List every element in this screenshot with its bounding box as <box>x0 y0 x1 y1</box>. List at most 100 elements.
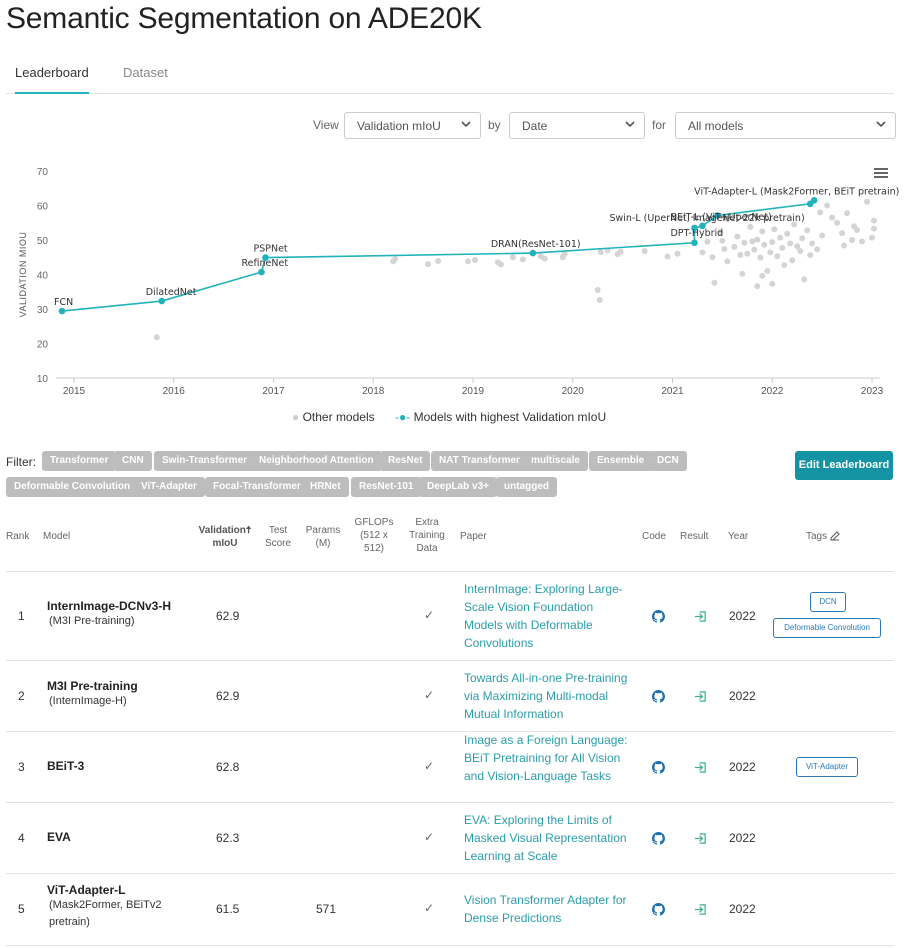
edit-leaderboard-button[interactable]: Edit Leaderboard <box>795 451 893 480</box>
github-icon[interactable] <box>652 689 665 703</box>
github-icon[interactable] <box>652 831 665 845</box>
filter-chip[interactable]: multiscale <box>523 451 588 471</box>
tab-dataset[interactable]: Dataset <box>123 65 168 80</box>
col-gflops-line2: (512 x <box>360 530 388 541</box>
col-year[interactable]: Year <box>728 531 749 542</box>
row-model[interactable]: BEiT-3 <box>47 759 187 773</box>
chevron-down-icon <box>461 121 471 128</box>
view-select[interactable]: Validation mIoU <box>344 112 481 139</box>
by-select-value: Date <box>522 119 548 133</box>
other-model-point <box>561 250 568 257</box>
filter-chip[interactable]: untagged <box>496 477 557 497</box>
edit-icon[interactable] <box>830 531 840 541</box>
filter-chip[interactable]: DeepLab v3+ <box>419 477 497 497</box>
filter-chip[interactable]: DCN <box>649 451 687 471</box>
github-icon[interactable] <box>652 610 665 623</box>
filter-chip[interactable]: NAT Transformer <box>431 451 528 471</box>
best-model-label: DilatedNet <box>146 287 197 298</box>
y-tick-label: 70 <box>37 167 49 178</box>
tag-badge[interactable]: Deformable Convolution <box>773 618 881 638</box>
legend-other-label: Other models <box>302 410 375 424</box>
other-model-point <box>739 270 746 277</box>
other-model-point <box>859 238 866 245</box>
col-gflops[interactable]: GFLOPs (512 x 512) <box>350 516 398 555</box>
other-model-point <box>841 242 848 249</box>
filter-chip[interactable]: HRNet <box>302 477 349 497</box>
x-tick-label: 2021 <box>661 386 684 397</box>
other-model-point <box>769 239 776 246</box>
row-model[interactable]: M3I Pre-training (InternImage-H) <box>47 679 187 710</box>
best-model-point <box>699 222 706 230</box>
col-model[interactable]: Model <box>43 531 71 542</box>
other-model-point <box>747 223 754 230</box>
other-model-point <box>721 245 728 252</box>
result-icon[interactable] <box>694 832 707 845</box>
by-select[interactable]: Date <box>509 112 645 139</box>
other-model-point <box>839 230 846 237</box>
col-tags[interactable]: Tags <box>806 530 840 543</box>
other-model-point <box>869 234 876 241</box>
col-result[interactable]: Result <box>680 531 709 542</box>
result-icon[interactable] <box>694 690 707 703</box>
x-tick-label: 2023 <box>861 386 884 397</box>
github-icon[interactable] <box>652 760 665 774</box>
paper-link[interactable]: Vision Transformer Adapter for Dense Pre… <box>464 893 627 925</box>
result-icon[interactable] <box>694 610 707 623</box>
col-test-line2: Score <box>264 538 292 549</box>
extra-data-check: ✓ <box>424 687 435 702</box>
col-code[interactable]: Code <box>642 531 666 542</box>
other-model-point <box>435 258 442 265</box>
best-model-label: DRAN(ResNet-101) <box>491 239 581 250</box>
filter-chip[interactable]: Swin-Transformer <box>154 451 256 471</box>
result-icon[interactable] <box>694 761 707 774</box>
paper-link[interactable]: Towards All-in-one Pre-training via Maxi… <box>464 670 628 721</box>
github-icon[interactable] <box>652 903 665 916</box>
tab-leaderboard[interactable]: Leaderboard <box>15 65 89 94</box>
other-model-point <box>541 255 548 262</box>
filter-chip[interactable]: ViT-Adapter <box>133 477 205 497</box>
row-rank: 2 <box>18 688 25 703</box>
for-label: for <box>652 118 667 132</box>
chart-menu-icon[interactable] <box>874 168 888 178</box>
for-select[interactable]: All models <box>675 112 896 139</box>
legend-other[interactable]: ● Other models <box>292 410 375 424</box>
paper-link[interactable]: EVA: Exploring the Limits of Masked Visu… <box>464 812 627 863</box>
col-extra-data[interactable]: Extra Training Data <box>404 516 450 555</box>
other-model-point <box>844 210 851 217</box>
best-model-label: ViT-Adapter-L (Mask2Former, BEiT pretrai… <box>694 186 899 197</box>
row-year: 2022 <box>729 609 756 623</box>
filter-chip[interactable]: Transformer <box>42 451 117 471</box>
row-model[interactable]: ViT-Adapter-L (Mask2Former, BEiTv2 pretr… <box>47 883 187 931</box>
other-model-point <box>596 297 603 304</box>
chevron-down-icon <box>625 121 635 128</box>
col-test-score[interactable]: Test Score <box>260 524 296 550</box>
paper-link[interactable]: InternImage: Exploring Large-Scale Visio… <box>464 582 623 650</box>
col-extra-line2: Training <box>409 530 445 541</box>
x-tick-label: 2020 <box>562 386 585 397</box>
filter-chip[interactable]: ResNet-101 <box>351 477 422 497</box>
best-model-label: Swin-L (UperNet, ImageNet-22k pretrain) <box>609 213 804 224</box>
filter-chip[interactable]: Focal-Transformer <box>205 477 309 497</box>
col-val-miou[interactable]: Validation🠅 mIoU <box>195 524 255 550</box>
col-paper[interactable]: Paper <box>460 531 487 542</box>
row-model[interactable]: EVA <box>47 830 187 844</box>
filter-chip[interactable]: ResNet <box>380 451 431 471</box>
other-model-point <box>519 256 526 263</box>
legend-best[interactable]: -●- Models with highest Validation mIoU <box>395 410 606 424</box>
result-icon[interactable] <box>694 903 707 916</box>
model-subtitle: (Mask2Former, BEiTv2 pretrain) <box>49 899 162 928</box>
col-rank[interactable]: Rank <box>6 531 30 542</box>
col-params[interactable]: Params (M) <box>302 524 344 550</box>
col-val-miou-line2: mIoU <box>212 538 238 549</box>
best-model-label: RefineNet <box>242 258 289 269</box>
filter-chip[interactable]: Neighborhood Attention <box>251 451 382 471</box>
row-rank: 1 <box>18 609 25 623</box>
other-model-point <box>787 240 794 247</box>
paper-link[interactable]: Image as a Foreign Language: BEiT Pretra… <box>464 732 628 783</box>
filter-chip[interactable]: Deformable Convolution <box>6 477 139 497</box>
tag-badge[interactable]: ViT-Adapter <box>796 756 858 777</box>
row-model[interactable]: InternImage-DCNv3-H (M3I Pre-training) <box>47 599 187 630</box>
filter-chip[interactable]: CNN <box>114 451 152 471</box>
filter-chip[interactable]: Ensemble <box>589 451 653 471</box>
tag-badge[interactable]: DCN <box>810 592 846 612</box>
